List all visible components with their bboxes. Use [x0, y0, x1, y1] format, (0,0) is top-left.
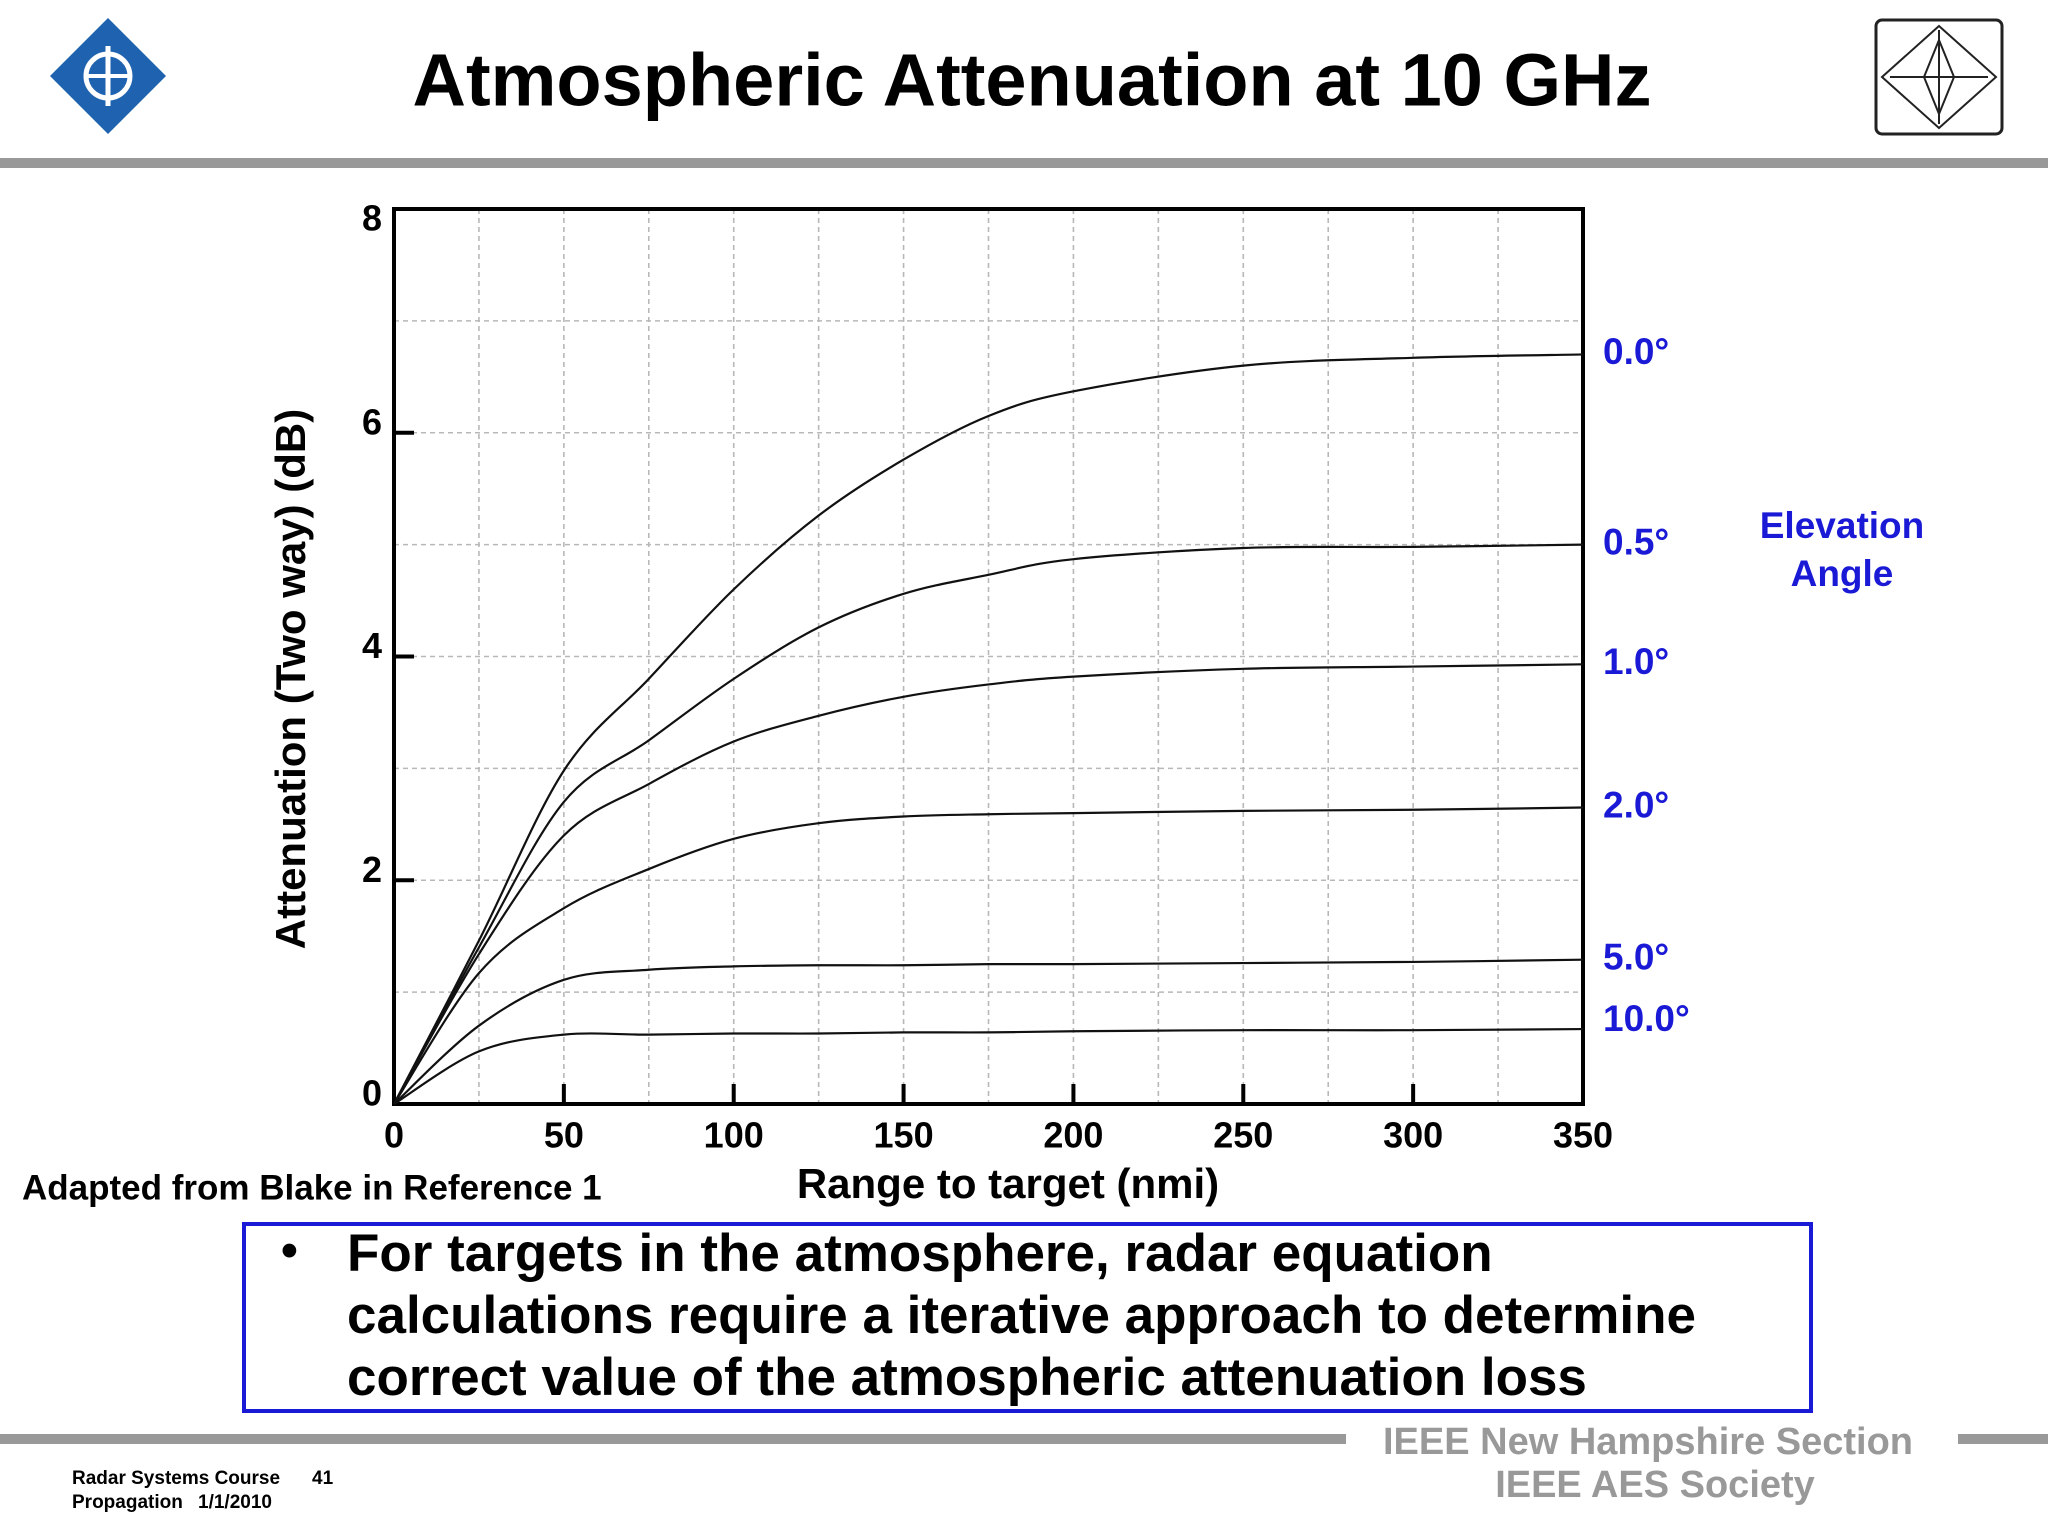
footer-org: IEEE AES Society	[1495, 1464, 1815, 1506]
series-line	[393, 958, 1584, 1105]
bullet-box	[242, 1222, 1813, 1413]
x-tick-label: 250	[1213, 1115, 1273, 1156]
series-label: 10.0°	[1603, 998, 1690, 1039]
footer-org: IEEE New Hampshire Section	[1383, 1421, 1913, 1463]
series-label: 1.0°	[1603, 641, 1669, 682]
footer-date: 1/1/2010	[198, 1492, 272, 1513]
footer-page: 41	[312, 1468, 334, 1489]
series-label: 0.5°	[1603, 521, 1669, 562]
y-tick-label: 4	[362, 625, 382, 666]
x-tick-label: 0	[384, 1115, 404, 1156]
source-note: Adapted from Blake in Reference 1	[22, 1168, 602, 1207]
bullet-line: calculations require a iterative approac…	[347, 1286, 1696, 1345]
series-label: 5.0°	[1603, 936, 1669, 977]
x-tick-label: 150	[874, 1115, 934, 1156]
x-tick-label: 50	[544, 1115, 584, 1156]
series-line	[393, 1027, 1584, 1105]
aess-logo	[1874, 18, 2004, 136]
footer-course: Radar Systems Course	[72, 1468, 280, 1489]
series-line	[393, 543, 1584, 1105]
x-tick-label: 200	[1043, 1115, 1103, 1156]
y-tick-label: 6	[362, 401, 382, 442]
series-label: 2.0°	[1603, 784, 1669, 825]
series-line	[393, 806, 1584, 1105]
bullet-line: correct value of the atmospheric attenua…	[347, 1348, 1587, 1407]
footer-rule	[0, 1434, 1346, 1444]
header-rule	[0, 158, 2048, 168]
bullet-dot: •	[281, 1225, 298, 1278]
plot-frame	[392, 207, 1585, 1106]
legend-title: Angle	[1791, 553, 1894, 594]
footer-rule	[1958, 1434, 2048, 1444]
y-tick-label: 0	[362, 1073, 382, 1114]
series-line	[393, 353, 1584, 1105]
bullet-line: For targets in the atmosphere, radar equ…	[347, 1224, 1493, 1283]
y-tick-label: 2	[362, 849, 382, 890]
x-tick-label: 100	[704, 1115, 764, 1156]
x-axis-title: Range to target (nmi)	[797, 1160, 1219, 1207]
slide-title: Atmospheric Attenuation at 10 GHz	[413, 39, 1652, 122]
series-line	[393, 663, 1584, 1105]
series-label: 0.0°	[1603, 331, 1669, 372]
footer-topic: Propagation	[72, 1492, 183, 1513]
x-tick-label: 300	[1383, 1115, 1443, 1156]
legend-title: Elevation	[1760, 505, 1925, 546]
ieee-logo	[50, 18, 166, 134]
x-tick-label: 350	[1553, 1115, 1613, 1156]
y-axis-title: Attenuation (Two way) (dB)	[267, 409, 314, 949]
y-tick-label: 8	[362, 198, 382, 239]
plot: 0 50 100 150 200 250 300 350 0 2 4 6 8 0.0° 0.5° 1.0° 2.…	[267, 198, 1924, 1208]
